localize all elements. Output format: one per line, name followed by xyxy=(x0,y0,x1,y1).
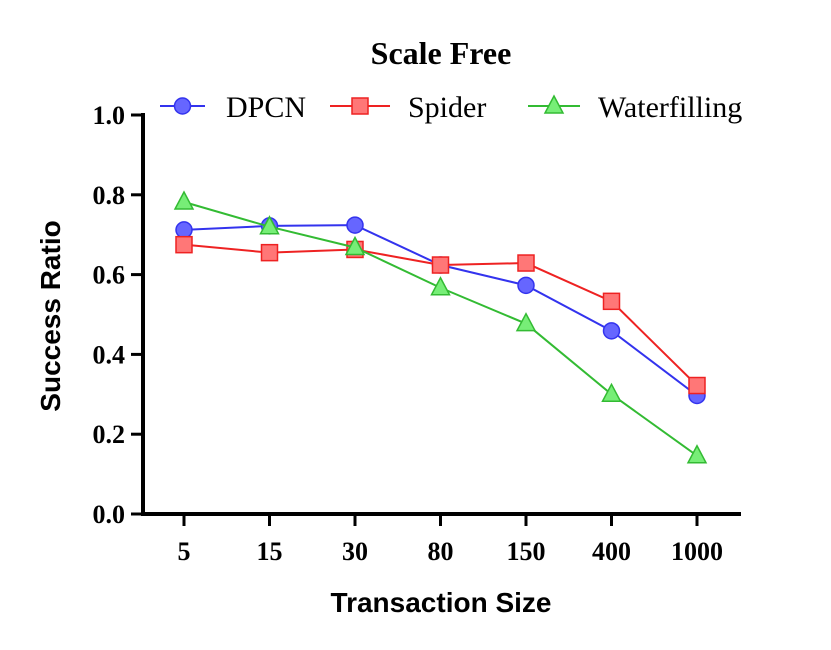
data-point xyxy=(344,235,366,256)
plot-area xyxy=(173,190,708,464)
data-point xyxy=(173,190,195,210)
data-point xyxy=(517,276,535,295)
data-point xyxy=(259,215,280,235)
data-point xyxy=(601,382,622,403)
data-point xyxy=(602,292,621,311)
series-line xyxy=(183,201,698,457)
x-tick-label: 15 xyxy=(257,537,283,566)
series-dpcn xyxy=(175,216,706,405)
data-point xyxy=(260,243,279,262)
data-point xyxy=(688,376,706,395)
legend-item-waterfilling: Waterfilling xyxy=(528,91,742,124)
data-point xyxy=(517,254,535,272)
legend-label: Waterfilling xyxy=(598,91,742,124)
data-point xyxy=(431,256,450,274)
data-point xyxy=(515,312,537,332)
legend-marker xyxy=(351,97,369,115)
x-axis: 5 15 30 80 150 400 1000 xyxy=(141,512,741,566)
legend-item-spider: Spider xyxy=(330,91,486,124)
x-tick-label: 5 xyxy=(178,537,191,566)
data-point xyxy=(686,444,708,464)
y-tick-label: 0.2 xyxy=(93,420,126,449)
y-axis: 0.0 0.2 0.4 0.6 0.8 1.0 xyxy=(93,101,145,529)
x-tick-label: 150 xyxy=(507,537,546,566)
y-tick-label: 0.4 xyxy=(93,340,126,369)
y-tick-label: 0.0 xyxy=(93,500,126,529)
x-axis-label: Transaction Size xyxy=(331,587,552,618)
x-tick-label: 400 xyxy=(592,537,631,566)
chart-title: Scale Free xyxy=(371,35,512,71)
legend-label: DPCN xyxy=(226,91,306,124)
data-point xyxy=(175,235,193,254)
legend: DPCN Spider Waterfilling xyxy=(160,91,742,124)
x-tick-label: 80 xyxy=(428,537,454,566)
legend-label: Spider xyxy=(408,91,486,124)
data-point xyxy=(346,216,364,234)
legend-marker xyxy=(543,94,565,114)
y-tick-label: 1.0 xyxy=(93,101,126,130)
data-point xyxy=(175,221,193,239)
series-spider xyxy=(175,235,706,395)
x-tick-label: 1000 xyxy=(671,537,723,566)
x-tick-label: 30 xyxy=(342,537,368,566)
y-tick-label: 0.6 xyxy=(93,261,126,290)
y-tick-label: 0.8 xyxy=(93,181,126,210)
legend-marker xyxy=(173,97,192,115)
data-point xyxy=(602,322,621,340)
data-point xyxy=(430,276,451,296)
y-axis-label: Success Ratio xyxy=(35,220,66,411)
series-waterfilling xyxy=(173,190,708,464)
legend-item-dpcn: DPCN xyxy=(160,91,306,124)
